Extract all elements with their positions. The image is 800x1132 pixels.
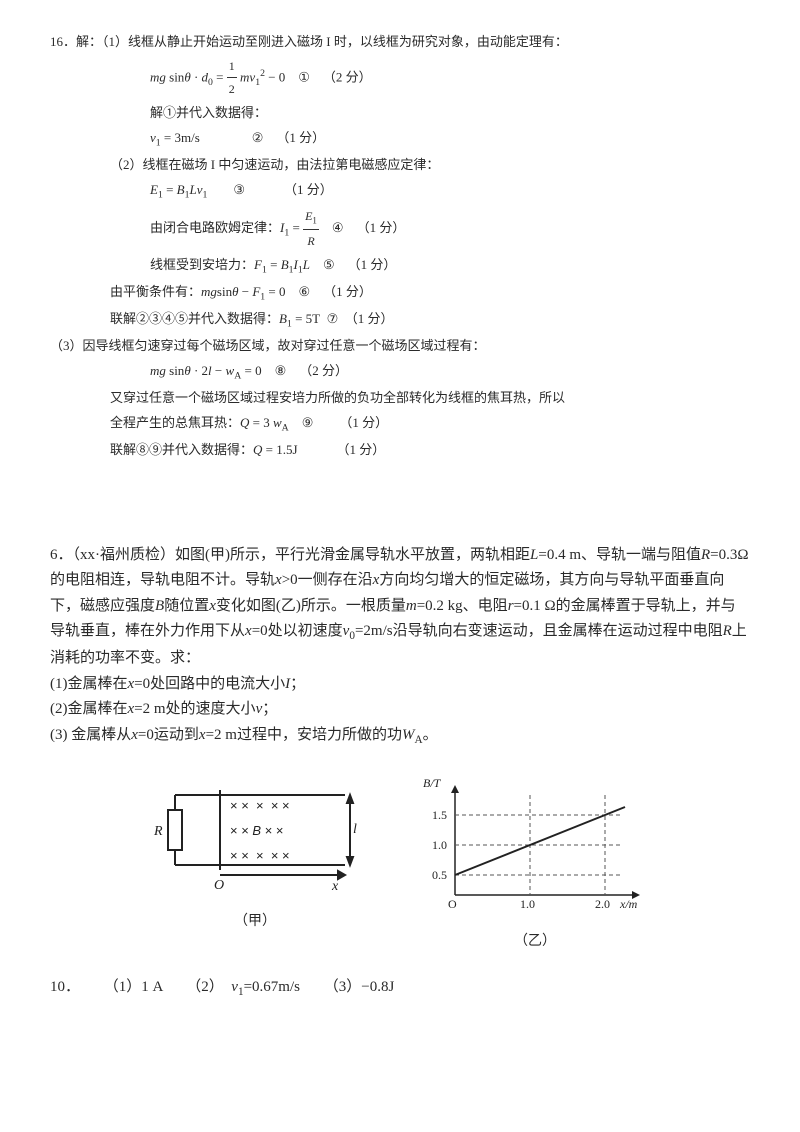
svg-text:O: O xyxy=(214,878,224,893)
figure-circuit-caption: （甲） xyxy=(150,910,360,930)
solution-line: 解①并代入数据得： xyxy=(50,101,750,126)
solution-line: （2）线框在磁场 I 中匀速运动，由法拉第电磁感应定律： xyxy=(50,153,750,178)
figure-chart: B/T 0.5 1.0 xyxy=(420,775,650,950)
solution-line: 又穿过任意一个磁场区域过程安培力所做的负功全部转化为线框的焦耳热，所以 xyxy=(50,386,750,411)
svg-text:x/m: x/m xyxy=(619,897,638,911)
solution-line: 由平衡条件有：mgsinθ − F1 = 0 ⑥ （1 分） xyxy=(50,280,750,307)
question-sub-1: (1)金属棒在x=0处回路中的电流大小I； xyxy=(50,672,750,698)
figure-chart-caption: （乙） xyxy=(420,930,650,950)
svg-text:× × × × ×: × × × × × xyxy=(230,798,290,813)
solution-line: 由闭合电路欧姆定律：I1 = E1R ④ （1 分） xyxy=(50,205,750,253)
svg-text:1.0: 1.0 xyxy=(520,897,535,911)
svg-text:l: l xyxy=(353,822,357,837)
answer-10: 10． （1）1 A （2） v1=0.67m/s （3）−0.8J xyxy=(50,975,750,998)
question-source: （xx·福州质检） xyxy=(73,547,176,563)
circuit-diagram-icon: × × × × × × × B × × × × × × × R l O x xyxy=(150,775,360,905)
svg-text:R: R xyxy=(153,824,163,839)
question-sub-2: (2)金属棒在x=2 m处的速度大小v； xyxy=(50,697,750,723)
question-body: 6．（xx·福州质检）如图(甲)所示，平行光滑金属导轨水平放置，两轨相距L=0.… xyxy=(50,543,750,672)
solution-line: 联解⑧⑨并代入数据得：Q = 1.5J （1 分） xyxy=(50,438,750,463)
answer-part-2: （2） v1=0.67m/s xyxy=(186,979,300,995)
solution-line: mg sinθ · d0 = 12 mv12 − 0 ① （2 分） xyxy=(50,55,750,102)
question-sub-3: (3) 金属棒从x=0运动到x=2 m过程中，安培力所做的功WA。 xyxy=(50,723,750,750)
solution-line: v1 = 3m/s ② （1 分） xyxy=(50,126,750,153)
svg-text:× × B × ×: × × B × × xyxy=(230,823,284,838)
solution-line: mg sinθ · 2l − wA = 0 ⑧ （2 分） xyxy=(50,359,750,386)
solution-line: 联解②③④⑤并代入数据得：B1 = 5T ⑦ （1 分） xyxy=(50,307,750,334)
bt-vs-x-chart-icon: B/T 0.5 1.0 xyxy=(420,775,650,925)
svg-text:1.5: 1.5 xyxy=(432,808,447,822)
answer-label: 10． xyxy=(50,979,80,995)
solution-line: 线框受到安培力：F1 = B1I1L ⑤ （1 分） xyxy=(50,253,750,280)
question-6: 6．（xx·福州质检）如图(甲)所示，平行光滑金属导轨水平放置，两轨相距L=0.… xyxy=(50,543,750,750)
svg-text:x: x xyxy=(331,879,339,894)
solution-line: E1 = B1Lv1 ③ （1 分） xyxy=(50,178,750,205)
question-number: 6． xyxy=(50,547,73,563)
solution-16: 16．解：（1）线框从静止开始运动至刚进入磁场 I 时，以线框为研究对象，由动能… xyxy=(50,30,750,463)
solution-header: 16．解：（1）线框从静止开始运动至刚进入磁场 I 时，以线框为研究对象，由动能… xyxy=(50,30,750,55)
solution-line: 全程产生的总焦耳热：Q = 3 wA ⑨ （1 分） xyxy=(50,411,750,438)
svg-text:1.0: 1.0 xyxy=(432,838,447,852)
figures-row: × × × × × × × B × × × × × × × R l O x （甲… xyxy=(50,775,750,950)
svg-text:× × × × ×: × × × × × xyxy=(230,848,290,863)
solution-line: （3）因导线框匀速穿过每个磁场区域，故对穿过任意一个磁场区域过程有： xyxy=(50,334,750,359)
svg-text:O: O xyxy=(448,897,457,911)
svg-text:2.0: 2.0 xyxy=(595,897,610,911)
answer-part-3: （3）−0.8J xyxy=(324,979,395,995)
answer-part-1: （1）1 A xyxy=(104,979,163,995)
svg-text:0.5: 0.5 xyxy=(432,868,447,882)
svg-text:B/T: B/T xyxy=(423,776,442,790)
figure-circuit: × × × × × × × B × × × × × × × R l O x （甲… xyxy=(150,775,360,950)
